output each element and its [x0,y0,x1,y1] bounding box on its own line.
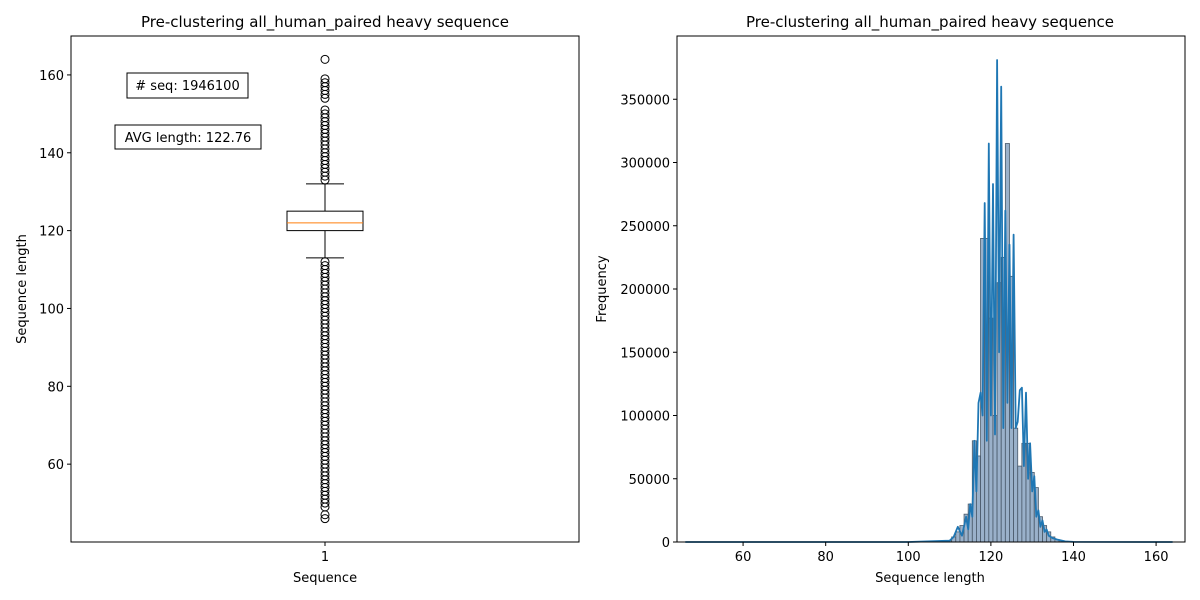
y-tick-label: 300000 [620,157,670,172]
y-tick-label: 60 [47,458,64,473]
boxplot-x-axis-label: Sequence [293,571,357,586]
boxplot-marks [286,54,364,524]
outlier-point [320,109,330,119]
histogram-plot-area [676,35,1186,543]
y-tick-label: 50000 [629,473,670,488]
outlier-point [320,54,330,64]
y-tick-label: 200000 [620,283,670,298]
outlier-point [320,105,330,115]
y-tick-label: 140 [39,147,64,162]
annotation-seq-count: # seq: 1946100 [126,72,249,99]
histogram-panel: Pre-clustering all_human_paired heavy se… [595,13,1186,586]
boxplot-panel: Pre-clustering all_human_paired heavy se… [15,13,580,586]
histogram-title: Pre-clustering all_human_paired heavy se… [746,13,1114,32]
histogram-bar [955,531,961,543]
outlier-point [320,257,330,267]
kde-line [685,59,1173,543]
annotation-seq-count-box [126,72,249,99]
outlier-point [320,74,330,84]
annotation-avg-length-box [114,124,262,150]
x-tick-label: 160 [1144,550,1169,565]
histogram-y-axis-label: Frequency [595,255,610,322]
y-tick-label: 250000 [620,220,670,235]
boxplot-title: Pre-clustering all_human_paired heavy se… [141,13,509,32]
annotation-avg-length: AVG length: 122.76 [114,124,262,150]
y-tick-label: 80 [47,380,64,395]
y-tick-label: 160 [39,69,64,84]
x-tick-label: 100 [896,550,921,565]
boxplot-x-ticks: 1 [321,542,329,565]
y-tick-label: 0 [662,536,670,551]
boxplot-y-ticks: 60 80 100 120 140 160 [39,69,71,473]
y-tick-label: 100 [39,302,64,317]
y-tick-label: 150000 [620,346,670,361]
histogram-x-axis-label: Sequence length [875,571,985,586]
outlier-point [320,261,330,271]
x-tick-label: 1 [321,550,329,565]
box [286,210,364,232]
y-tick-label: 120 [39,225,64,240]
y-tick-label: 100000 [620,410,670,425]
annotation-avg-length-text: AVG length: 122.76 [125,131,252,146]
x-tick-label: 60 [735,550,752,565]
x-tick-label: 140 [1061,550,1086,565]
histogram-y-ticks: 0 50000 100000 150000 200000 250000 300000 3500… [620,93,677,551]
histogram-bar [1013,427,1019,543]
outlier-point [320,78,330,88]
histogram-x-ticks: 60 80 100 120 140 160 [735,542,1169,565]
x-tick-label: 120 [978,550,1003,565]
x-tick-label: 80 [817,550,834,565]
boxplot-y-axis-label: Sequence length [15,234,30,344]
histogram-kde [685,59,1173,543]
outlier-point [320,514,330,524]
annotation-seq-count-text: # seq: 1946100 [135,79,239,94]
histogram-bar [1017,465,1023,543]
y-tick-label: 350000 [620,93,670,108]
